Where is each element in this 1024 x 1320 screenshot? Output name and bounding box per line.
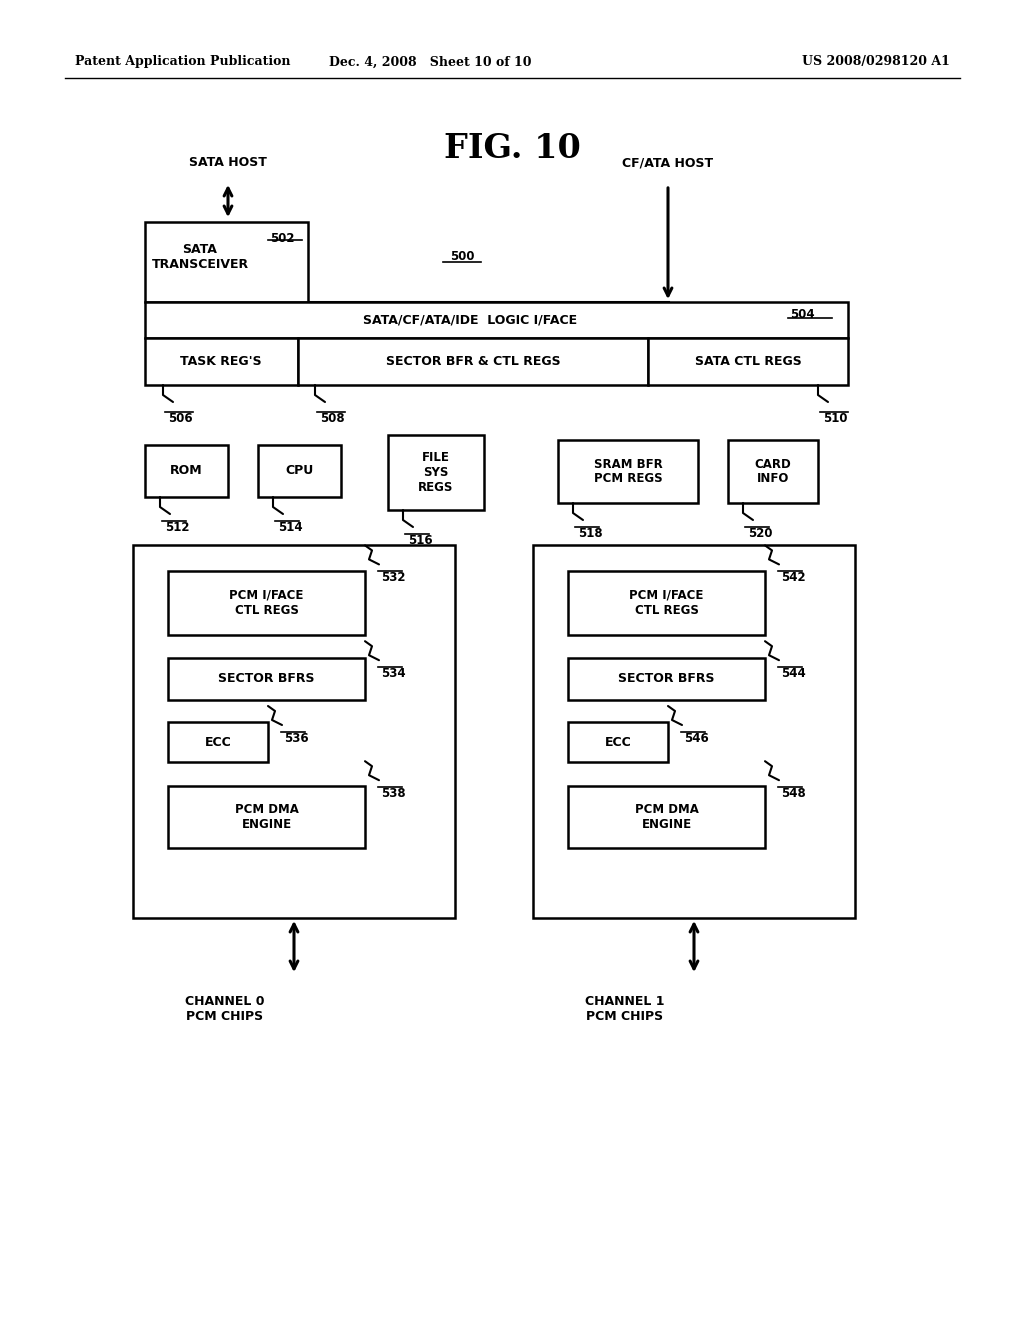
FancyBboxPatch shape xyxy=(145,222,308,302)
Text: SATA CTL REGS: SATA CTL REGS xyxy=(694,355,802,368)
Text: CHANNEL 1
PCM CHIPS: CHANNEL 1 PCM CHIPS xyxy=(586,995,665,1023)
FancyBboxPatch shape xyxy=(534,545,855,917)
Text: 514: 514 xyxy=(278,521,303,535)
FancyBboxPatch shape xyxy=(568,785,765,847)
FancyBboxPatch shape xyxy=(168,572,365,635)
Text: Dec. 4, 2008   Sheet 10 of 10: Dec. 4, 2008 Sheet 10 of 10 xyxy=(329,55,531,69)
FancyBboxPatch shape xyxy=(145,338,298,385)
Text: ECC: ECC xyxy=(205,735,231,748)
Text: 536: 536 xyxy=(284,733,308,744)
Text: 544: 544 xyxy=(781,667,806,680)
Text: 512: 512 xyxy=(165,521,189,535)
Text: PCM DMA
ENGINE: PCM DMA ENGINE xyxy=(234,803,298,832)
Text: SRAM BFR
PCM REGS: SRAM BFR PCM REGS xyxy=(594,458,663,486)
FancyBboxPatch shape xyxy=(168,722,268,762)
FancyBboxPatch shape xyxy=(133,545,455,917)
FancyBboxPatch shape xyxy=(568,657,765,700)
FancyBboxPatch shape xyxy=(298,338,648,385)
Text: 520: 520 xyxy=(748,527,772,540)
Text: ECC: ECC xyxy=(604,735,632,748)
Text: 532: 532 xyxy=(381,572,406,585)
Text: 538: 538 xyxy=(381,787,406,800)
Text: 542: 542 xyxy=(781,572,806,585)
Text: SATA/CF/ATA/IDE  LOGIC I/FACE: SATA/CF/ATA/IDE LOGIC I/FACE xyxy=(362,314,578,326)
Text: 506: 506 xyxy=(168,412,193,425)
Text: 504: 504 xyxy=(790,308,815,321)
Text: 518: 518 xyxy=(578,527,603,540)
Text: SECTOR BFRS: SECTOR BFRS xyxy=(618,672,715,685)
FancyBboxPatch shape xyxy=(258,445,341,498)
Text: CARD
INFO: CARD INFO xyxy=(755,458,792,486)
FancyBboxPatch shape xyxy=(568,572,765,635)
Text: CHANNEL 0
PCM CHIPS: CHANNEL 0 PCM CHIPS xyxy=(185,995,265,1023)
FancyBboxPatch shape xyxy=(648,338,848,385)
Text: CPU: CPU xyxy=(286,465,313,478)
Text: PCM I/FACE
CTL REGS: PCM I/FACE CTL REGS xyxy=(229,589,304,616)
Text: TASK REG'S: TASK REG'S xyxy=(180,355,262,368)
Text: 508: 508 xyxy=(319,412,345,425)
Text: 500: 500 xyxy=(450,249,474,263)
Text: SECTOR BFR & CTL REGS: SECTOR BFR & CTL REGS xyxy=(386,355,560,368)
Text: US 2008/0298120 A1: US 2008/0298120 A1 xyxy=(802,55,950,69)
Text: SATA
TRANSCEIVER: SATA TRANSCEIVER xyxy=(152,243,249,271)
FancyBboxPatch shape xyxy=(728,440,818,503)
Text: 534: 534 xyxy=(381,667,406,680)
Text: Patent Application Publication: Patent Application Publication xyxy=(75,55,291,69)
FancyBboxPatch shape xyxy=(145,445,228,498)
Text: 516: 516 xyxy=(408,535,432,546)
FancyBboxPatch shape xyxy=(568,722,668,762)
Text: 548: 548 xyxy=(781,787,806,800)
Text: CF/ATA HOST: CF/ATA HOST xyxy=(623,157,714,169)
Text: FILE
SYS
REGS: FILE SYS REGS xyxy=(419,451,454,494)
FancyBboxPatch shape xyxy=(388,436,484,510)
FancyBboxPatch shape xyxy=(168,785,365,847)
Text: PCM DMA
ENGINE: PCM DMA ENGINE xyxy=(635,803,698,832)
FancyBboxPatch shape xyxy=(558,440,698,503)
Text: SATA HOST: SATA HOST xyxy=(189,157,267,169)
FancyBboxPatch shape xyxy=(145,302,848,338)
Text: PCM I/FACE
CTL REGS: PCM I/FACE CTL REGS xyxy=(630,589,703,616)
Text: 502: 502 xyxy=(270,232,295,246)
Text: 510: 510 xyxy=(823,412,848,425)
Text: ROM: ROM xyxy=(170,465,203,478)
Text: SECTOR BFRS: SECTOR BFRS xyxy=(218,672,314,685)
Text: FIG. 10: FIG. 10 xyxy=(443,132,581,165)
FancyBboxPatch shape xyxy=(168,657,365,700)
Text: 546: 546 xyxy=(684,733,709,744)
